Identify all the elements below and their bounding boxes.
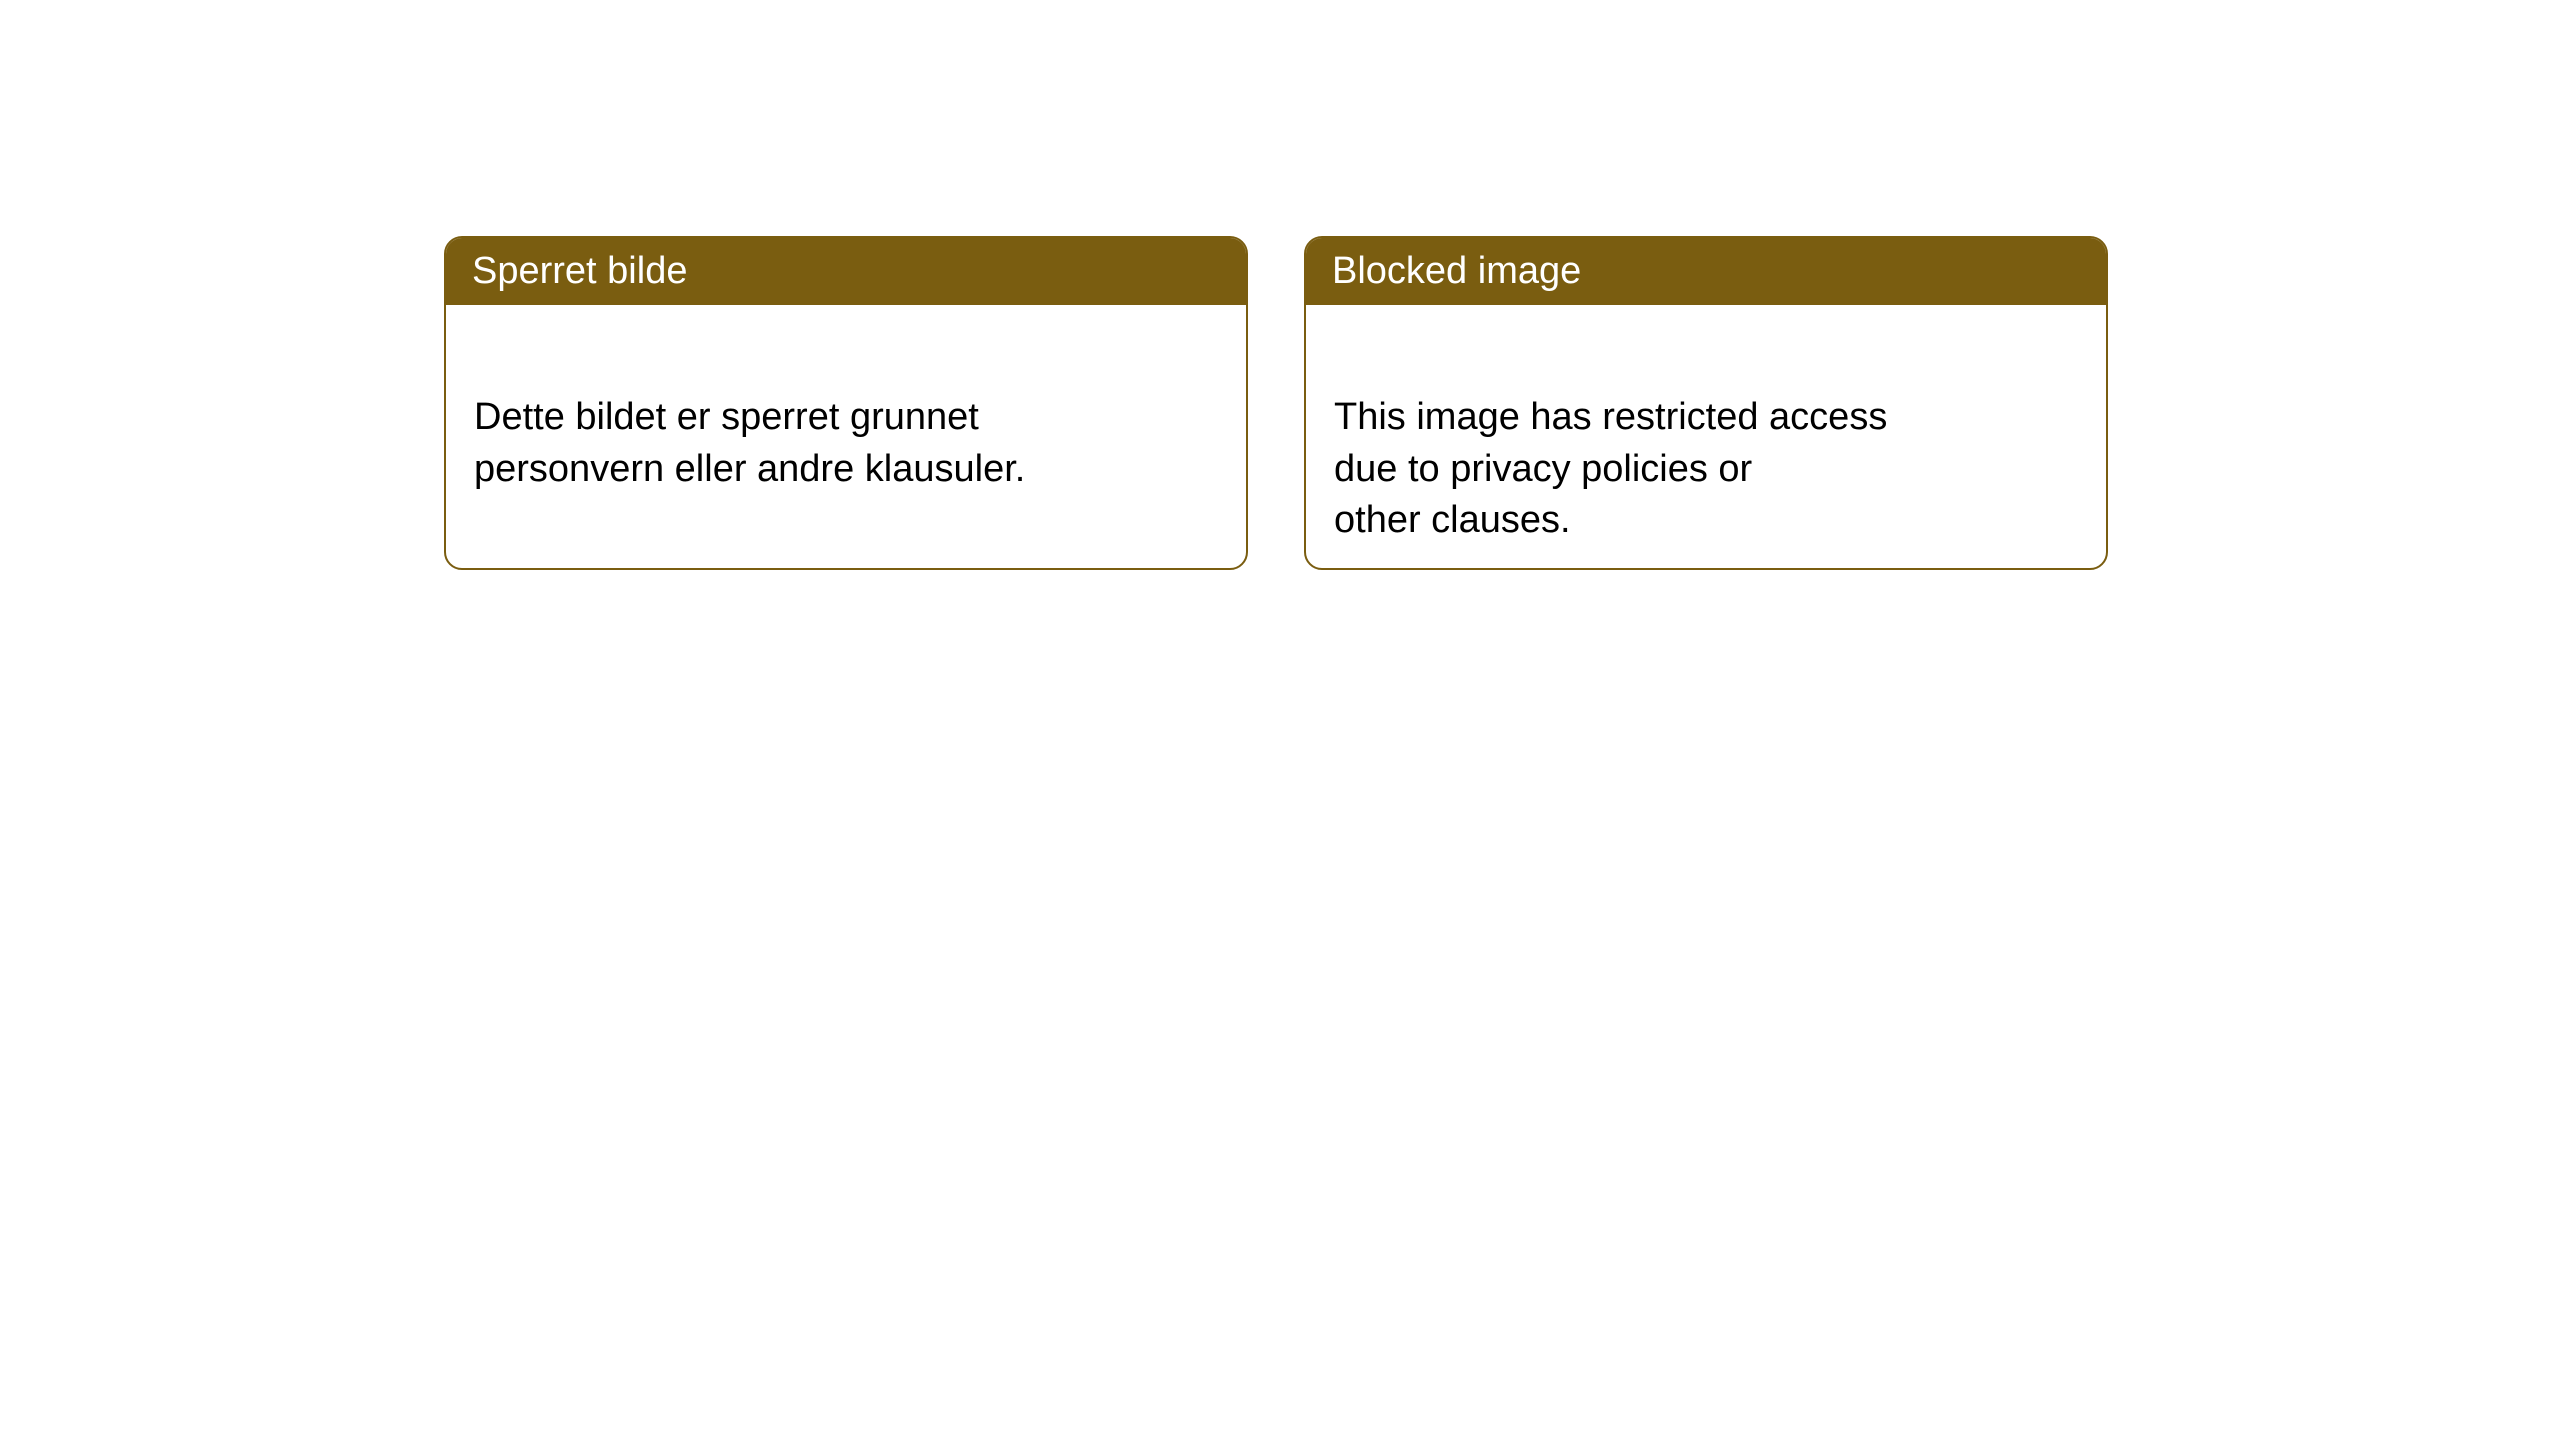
notice-header-text: Sperret bilde [472, 250, 687, 292]
notice-card-english: Blocked image This image has restricted … [1304, 236, 2108, 570]
notice-body-text: This image has restricted access due to … [1334, 396, 1887, 541]
notice-body: Dette bildet er sperret grunnet personve… [446, 305, 1246, 531]
notice-container: Sperret bilde Dette bildet er sperret gr… [0, 0, 2560, 570]
notice-body-text: Dette bildet er sperret grunnet personve… [474, 396, 1025, 489]
notice-header-text: Blocked image [1332, 250, 1581, 292]
notice-card-norwegian: Sperret bilde Dette bildet er sperret gr… [444, 236, 1248, 570]
notice-header: Sperret bilde [446, 238, 1246, 305]
notice-header: Blocked image [1306, 238, 2106, 305]
notice-body: This image has restricted access due to … [1306, 305, 2106, 570]
